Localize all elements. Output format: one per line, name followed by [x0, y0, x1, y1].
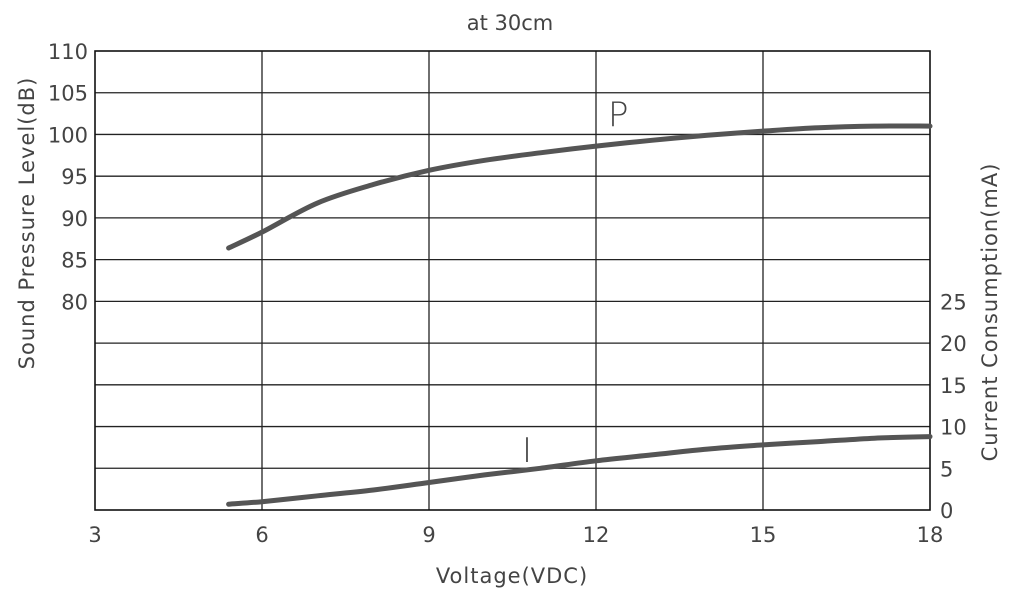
x-axis-title: Voltage(VDC): [436, 564, 588, 588]
left-axis-title: Sound Pressure Level(dB): [15, 77, 39, 370]
x-axis-ticks: 3 6 9 12 15 18: [88, 523, 943, 547]
x-tick-label: 15: [750, 523, 777, 547]
plot-frame: [94, 50, 931, 511]
chart-title: at 30cm: [467, 11, 554, 35]
right-axis-ticks: 25 20 15 10 5 0: [940, 290, 967, 523]
right-tick-label: 5: [940, 457, 953, 481]
left-tick-label: 85: [61, 249, 88, 273]
series-line-i: [226, 434, 933, 507]
x-tick-label: 12: [583, 523, 610, 547]
left-tick-label: 90: [61, 207, 88, 231]
series-layer: PI: [226, 95, 933, 507]
x-tick-label: 9: [422, 523, 435, 547]
series-label-p: P: [608, 95, 629, 135]
right-tick-label: 0: [940, 499, 953, 523]
x-tick-label: 18: [917, 523, 944, 547]
x-tick-label: 3: [88, 523, 101, 547]
x-tick-label: 6: [255, 523, 268, 547]
left-tick-label: 80: [61, 290, 88, 314]
left-axis-ticks: 110 105 100 95 90 85 80: [48, 40, 88, 314]
right-tick-label: 15: [940, 374, 967, 398]
right-tick-label: 25: [940, 290, 967, 314]
right-tick-label: 10: [940, 416, 967, 440]
left-tick-label: 95: [61, 165, 88, 189]
right-tick-label: 20: [940, 332, 967, 356]
left-tick-label: 100: [48, 123, 88, 147]
series-line-p: [226, 123, 933, 251]
left-tick-label: 105: [48, 82, 88, 106]
series-label-i: I: [522, 431, 532, 471]
grid: [94, 50, 931, 511]
right-axis-title: Current Consumption(mA): [978, 163, 1002, 462]
left-tick-label: 110: [48, 40, 88, 64]
